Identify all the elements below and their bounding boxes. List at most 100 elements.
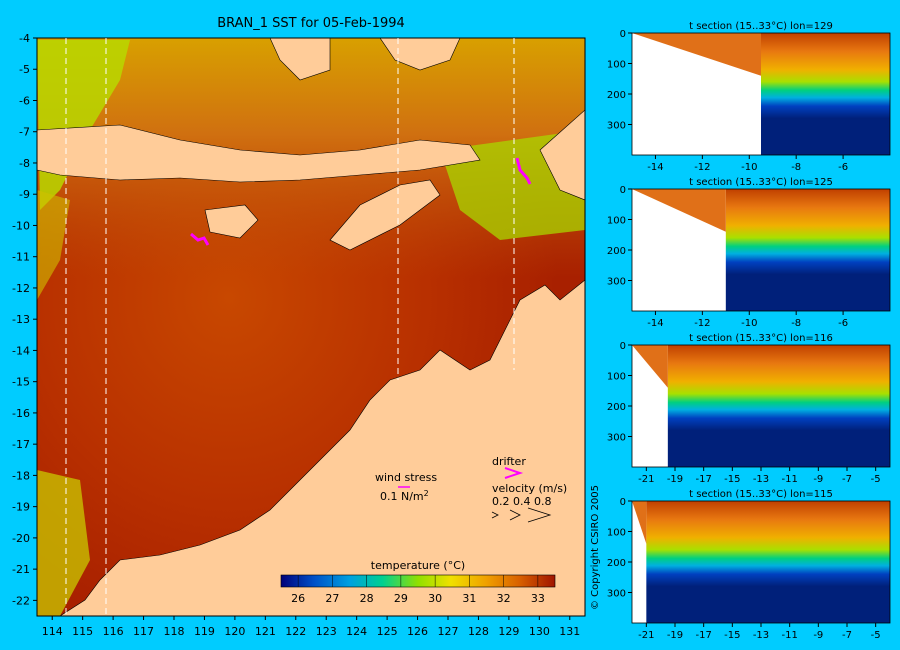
section-y-tick-label: 300 — [607, 433, 626, 444]
colorbar-tick-label: 30 — [428, 592, 442, 605]
section-x-tick-label: -7 — [842, 474, 852, 485]
map-y-tick-label: -4 — [19, 32, 30, 45]
map-y-tick-label: -8 — [19, 157, 30, 170]
papua-land — [539, 109, 585, 201]
map-x-tick-label: 121 — [255, 625, 276, 638]
drifter-tracks — [190, 157, 532, 246]
section-x-tick-label: -19 — [667, 474, 683, 485]
map-x-tick-label: 118 — [164, 625, 185, 638]
map-x-tick-label: 130 — [529, 625, 550, 638]
section-y-tick-label: 300 — [607, 589, 626, 600]
map-frame — [36, 37, 586, 617]
section-x-tick-label: -11 — [781, 630, 797, 641]
indonesia-islands-north — [37, 124, 481, 183]
section-y-tick-label: 100 — [607, 60, 626, 71]
sumba-island — [204, 204, 259, 239]
map-x-tick-label: 129 — [498, 625, 519, 638]
map-x-tick-label: 117 — [133, 625, 154, 638]
map-x-tick-label: 127 — [438, 625, 459, 638]
velocity-values: 0.2 0.4 0.8 — [492, 495, 551, 508]
map-y-tick-label: -15 — [12, 376, 30, 389]
section-panel-3: t section (15..33°C) lon=116 -21 -19 -17 -15… — [607, 333, 891, 485]
section-x-tick-label: -17 — [695, 474, 711, 485]
colorbar-tick-label: 27 — [325, 592, 339, 605]
map-x-tick-label: 125 — [377, 625, 398, 638]
map-x-tick-label: 114 — [42, 625, 63, 638]
section-y-tick-label: 200 — [607, 402, 626, 413]
colorbar-tick-label: 29 — [394, 592, 408, 605]
colorbar-tick-label: 28 — [360, 592, 374, 605]
map-y-tick-label: -11 — [12, 251, 30, 264]
section-x-tick-label: -13 — [753, 630, 769, 641]
section-shelf-water — [632, 345, 668, 388]
section-x-tick-label: -7 — [842, 630, 852, 641]
section-y-tick-label: 300 — [607, 121, 626, 132]
sst-cool-west-2 — [37, 190, 70, 300]
section-x-tick-label: -5 — [871, 474, 881, 485]
section-x-tick-label: -8 — [791, 162, 801, 173]
colorbar-tick-label: 31 — [462, 592, 476, 605]
map-x-tick-label: 120 — [224, 625, 245, 638]
section-y-tick-label: 300 — [607, 277, 626, 288]
map-y-tick-label: -18 — [12, 469, 30, 482]
section-temperature — [667, 345, 890, 467]
map-x-tick-label: 131 — [559, 625, 580, 638]
map-x-tick-label: 115 — [72, 625, 93, 638]
map-legend: wind stress 0.1 N/m2 drifter velocity (m… — [375, 455, 567, 523]
section-x-tick-label: -6 — [838, 162, 848, 173]
section-y-tick-label: 200 — [607, 558, 626, 569]
timor-island — [329, 179, 441, 251]
velocity-label: velocity (m/s) — [492, 482, 567, 495]
section-panel-4: t section (15..33°C) lon=115 -21 -19 -17 -15… — [607, 489, 891, 641]
borneo-land — [269, 38, 331, 81]
copyright-text: © Copyright CSIRO 2005 — [590, 485, 601, 610]
section-panel-1: t section (15..33°C) lon=129 -14 -12 -10 -8 -… — [607, 21, 891, 173]
section-y-tick-label: 100 — [607, 372, 626, 383]
section-x-tick-label: -15 — [724, 630, 740, 641]
section-temperature — [725, 189, 890, 311]
map-x-ticks: 114 115 116 117 118 119 120 121 122 123 124 125 126 1… — [42, 616, 580, 638]
page-title: BRAN_1 SST for 05-Feb-1994 — [217, 16, 405, 31]
section-x-tick-label: -14 — [647, 318, 663, 329]
map-y-tick-label: -7 — [19, 126, 30, 139]
section-y-tick-label: 100 — [607, 216, 626, 227]
colorbar-tick-label: 33 — [531, 592, 545, 605]
colorbar: temperature (°C) 26 27 28 29 30 31 32 33 — [280, 559, 556, 605]
map-y-tick-label: -22 — [12, 594, 30, 607]
drifter-track-2 — [515, 157, 532, 185]
sst-cool-southwest — [37, 470, 90, 616]
map-x-tick-label: 116 — [103, 625, 124, 638]
section-x-tick-label: -13 — [753, 474, 769, 485]
map-y-tick-label: -20 — [12, 532, 30, 545]
section-y-tick-label: 0 — [620, 497, 626, 508]
section-x-tick-label: -10 — [741, 162, 757, 173]
section-y-tick-label: 0 — [620, 341, 626, 352]
map-x-tick-label: 124 — [346, 625, 367, 638]
section-temperature — [761, 33, 890, 155]
map-y-tick-label: -13 — [12, 313, 30, 326]
section-x-tick-label: -10 — [741, 318, 757, 329]
section-x-tick-label: -8 — [791, 318, 801, 329]
section-shelf-water — [632, 501, 647, 544]
map-y-tick-label: -19 — [12, 501, 30, 514]
section-title: t section (15..33°C) lon=116 — [689, 333, 833, 344]
colorbar-bar — [280, 574, 556, 588]
map-x-tick-label: 123 — [316, 625, 337, 638]
section-x-tick-label: -9 — [813, 630, 823, 641]
section-x-tick-label: -11 — [781, 474, 797, 485]
section-shelf-water — [632, 33, 761, 76]
section-x-tick-label: -15 — [724, 474, 740, 485]
section-y-tick-label: 0 — [620, 185, 626, 196]
velocity-arrows — [491, 507, 552, 523]
wind-stress-unit-value: 0.1 N/m — [380, 490, 424, 503]
section-lines — [65, 38, 515, 616]
sst-map: 114 115 116 117 118 119 120 121 122 123 124 125 126 1… — [12, 32, 586, 638]
map-y-tick-label: -10 — [12, 219, 30, 232]
drifter-track-1 — [190, 232, 210, 246]
section-title: t section (15..33°C) lon=115 — [689, 489, 833, 500]
map-y-tick-label: -17 — [12, 438, 30, 451]
map-y-tick-label: -6 — [19, 94, 30, 107]
wind-stress-label: wind stress — [375, 471, 437, 484]
drifter-label: drifter — [492, 455, 526, 468]
